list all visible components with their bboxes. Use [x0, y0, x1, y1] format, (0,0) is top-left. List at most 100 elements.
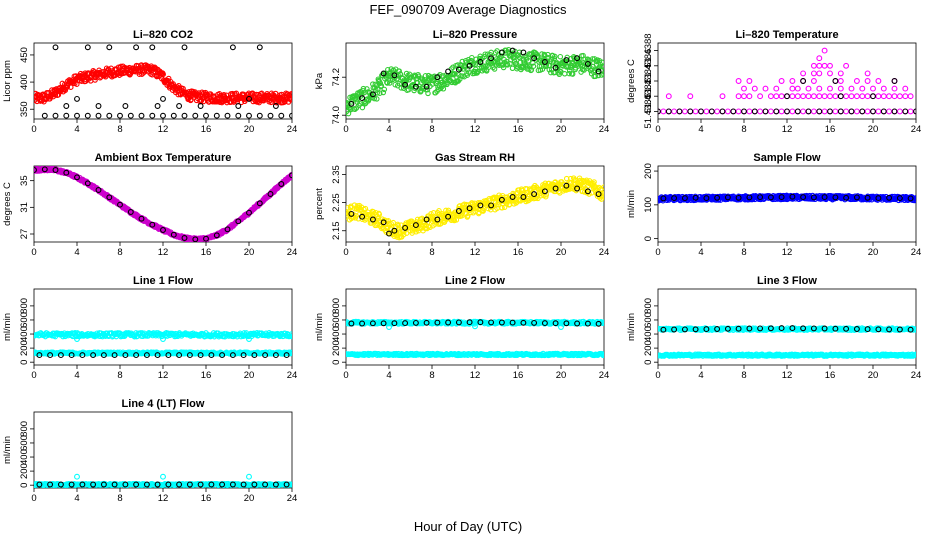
data-point	[149, 221, 156, 228]
data-point	[203, 112, 209, 119]
series-level-a	[658, 108, 916, 115]
data-point	[837, 85, 844, 92]
data-point	[52, 112, 59, 119]
data-point	[843, 62, 850, 69]
data-point	[660, 108, 667, 115]
data-point	[117, 112, 123, 119]
data-point	[434, 216, 441, 223]
data-point	[160, 227, 166, 233]
data-point	[767, 194, 774, 201]
series-averages	[41, 44, 292, 119]
y-tick-label: 600	[19, 312, 30, 328]
data-point	[794, 85, 801, 92]
data-point	[600, 63, 604, 70]
data-point	[267, 112, 274, 119]
data-point	[412, 319, 419, 326]
data-point	[246, 95, 252, 102]
data-point	[757, 93, 764, 100]
data-point	[289, 96, 292, 103]
data-point	[741, 85, 747, 92]
data-point	[913, 327, 916, 333]
data-point	[377, 90, 383, 96]
data-point	[41, 166, 48, 173]
data-point	[364, 86, 370, 92]
data-point	[907, 195, 914, 202]
data-point	[816, 55, 823, 62]
data-point	[584, 320, 591, 327]
data-point	[516, 187, 522, 193]
y-tick-label: 0	[643, 236, 654, 241]
data-point	[63, 169, 70, 176]
data-point	[816, 108, 823, 115]
data-point	[832, 194, 839, 201]
x-tick-label: 20	[868, 370, 879, 381]
data-point	[773, 93, 780, 100]
data-point	[229, 352, 236, 359]
data-point	[687, 93, 694, 100]
y-tick-label: 2.35	[331, 165, 342, 184]
x-tick-label: 4	[698, 370, 703, 381]
data-point	[369, 216, 376, 223]
data-point	[208, 352, 215, 359]
x-tick-label: 24	[287, 124, 298, 135]
data-point	[541, 320, 548, 327]
data-point	[181, 112, 188, 119]
y-axis-label: degrees C	[626, 59, 637, 103]
data-point	[660, 195, 667, 202]
data-point	[767, 108, 774, 115]
data-point	[402, 224, 409, 231]
data-point	[377, 80, 384, 86]
data-point	[423, 216, 430, 223]
data-point	[595, 320, 602, 327]
data-point	[359, 95, 366, 102]
data-point	[789, 93, 796, 100]
data-point	[832, 93, 839, 100]
data-point	[455, 319, 462, 326]
data-point	[362, 205, 369, 212]
x-tick-label: 4	[386, 370, 391, 381]
plot-marks	[34, 44, 292, 119]
data-point	[477, 319, 484, 326]
data-point	[498, 53, 505, 59]
data-point	[289, 172, 292, 179]
x-tick-label: 16	[513, 370, 524, 381]
data-point	[246, 336, 252, 342]
data-point	[735, 108, 742, 115]
data-point	[390, 219, 396, 226]
data-point	[498, 49, 505, 56]
y-axis-label: ml/min	[626, 190, 637, 218]
data-point	[671, 195, 678, 202]
y-axis-label: ml/min	[626, 313, 637, 341]
series-upper	[34, 330, 292, 340]
data-point	[552, 185, 559, 192]
y-tick-label: 200	[19, 340, 30, 356]
data-point	[140, 70, 147, 76]
data-point	[197, 103, 204, 109]
y-tick-label: 51.4386	[643, 49, 654, 83]
panel-title: Li–820 Temperature	[735, 29, 838, 41]
data-point	[149, 44, 156, 51]
data-point	[289, 333, 292, 340]
data-point	[853, 78, 860, 84]
data-point	[730, 108, 737, 115]
data-point	[224, 112, 231, 119]
y-tick-label: 35	[19, 175, 30, 186]
panel-title: Sample Flow	[753, 152, 821, 164]
data-point	[267, 191, 274, 197]
data-point	[848, 85, 855, 92]
data-point	[235, 103, 242, 109]
x-tick-label: 0	[343, 247, 348, 258]
plot-frame	[657, 165, 917, 243]
data-point	[79, 352, 86, 359]
data-point	[848, 108, 855, 115]
figure-xlabel: Hour of Day (UTC)	[414, 519, 522, 534]
data-point	[805, 108, 812, 115]
data-point	[875, 93, 882, 100]
data-point	[84, 112, 91, 119]
data-point	[902, 85, 909, 92]
data-point	[348, 210, 355, 217]
x-tick-label: 24	[911, 124, 922, 135]
y-axis-label: Licor ppm	[2, 60, 13, 102]
